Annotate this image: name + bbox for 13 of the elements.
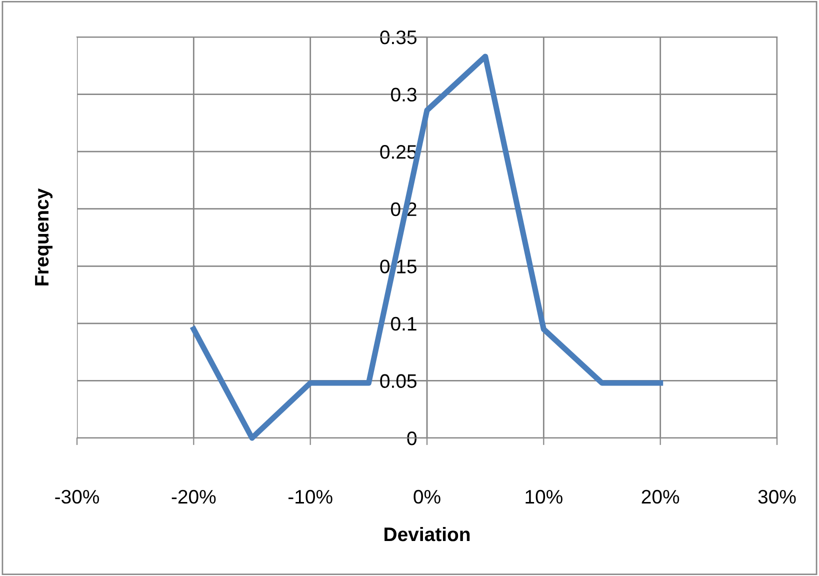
- y-tick-label: 0.3: [391, 88, 416, 102]
- y-axis-title: Frequency: [35, 188, 52, 286]
- x-tick-label: -30%: [55, 490, 100, 504]
- x-axis-title: Deviation: [384, 526, 470, 542]
- x-tick-label: -10%: [288, 490, 332, 504]
- x-tick-label: 10%: [526, 490, 562, 504]
- y-tick-label: 0.05: [380, 374, 416, 388]
- x-tick-label: -20%: [172, 490, 216, 504]
- x-tick-label: 20%: [642, 490, 680, 504]
- x-tick-label: 0%: [414, 490, 440, 504]
- y-tick-label: 0.25: [380, 145, 416, 159]
- x-tick-label: 30%: [758, 490, 796, 504]
- y-tick-label: 0.1: [391, 316, 416, 331]
